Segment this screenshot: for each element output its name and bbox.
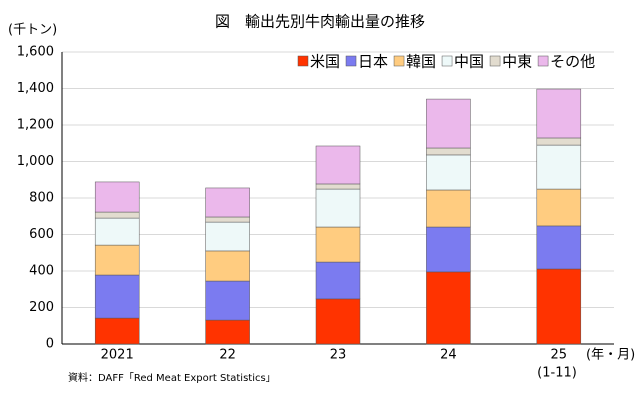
y-tick-label: 400: [29, 264, 54, 279]
bar-segment: [94, 217, 140, 246]
x-tick-label: 23: [330, 348, 347, 363]
bar-segment: [205, 250, 250, 282]
bar-segment: [315, 226, 361, 263]
x-tick-label: 24: [440, 348, 457, 363]
y-tick-label: 200: [29, 300, 54, 315]
legend-label: 米国: [310, 53, 340, 71]
y-tick-label: 1,600: [17, 45, 54, 60]
bar-segment: [315, 145, 361, 185]
bar-segment: [536, 188, 582, 227]
bar-segment: [426, 189, 471, 228]
bar-segment: [315, 183, 361, 190]
bar-segment: [536, 137, 582, 146]
legend-label: 韓国: [406, 53, 436, 71]
y-tick-label: 600: [29, 227, 54, 242]
bar-segment: [426, 154, 471, 191]
bar-segment: [205, 187, 250, 218]
x-tick-label: 2021: [101, 348, 134, 363]
x-tick-label: 22: [219, 348, 236, 363]
bar-segment: [426, 271, 471, 345]
bar-segment: [94, 317, 140, 345]
bar-segment: [536, 268, 582, 345]
legend-swatch: [489, 55, 501, 67]
bar-segment: [205, 319, 250, 345]
bar-segment: [536, 88, 582, 139]
y-tick-label: 1,400: [17, 81, 54, 96]
legend-label: 中東: [502, 53, 532, 71]
bar-segment: [94, 274, 140, 319]
source-note: 資料：DAFF「Red Meat Export Statistics」: [68, 371, 276, 384]
bar-segment: [94, 244, 140, 276]
bar-segment: [536, 144, 582, 190]
legend-label: 中国: [454, 53, 484, 71]
bar-segment: [426, 226, 471, 273]
bar-segment: [315, 188, 361, 228]
y-axis-label: (千トン): [8, 23, 57, 38]
bar-segment: [94, 181, 140, 213]
x-sublabel: (1-11): [537, 366, 577, 381]
bar-segment: [536, 225, 582, 270]
legend-swatch: [297, 55, 309, 67]
y-tick-label: 0: [46, 337, 54, 352]
legend-swatch: [537, 55, 549, 67]
legend-swatch: [441, 55, 453, 67]
bar-segment: [315, 298, 361, 345]
bar-segment: [205, 216, 250, 223]
y-tick-label: 800: [29, 191, 54, 206]
legend-label: その他: [550, 53, 595, 71]
x-axis-label: (年・月): [586, 348, 635, 363]
x-tick-label: 25: [551, 348, 568, 363]
bar-segment: [426, 98, 471, 149]
bar-segment: [205, 221, 250, 252]
legend-swatch: [393, 55, 405, 67]
y-tick-label: 1,200: [17, 118, 54, 133]
legend-label: 日本: [358, 53, 388, 71]
bar-segment: [94, 211, 140, 219]
chart-title: 図 輸出先別牛肉輸出量の推移: [215, 13, 425, 31]
bar-segment: [315, 261, 361, 300]
y-tick-label: 1,000: [17, 154, 54, 169]
bar-segment: [426, 147, 471, 156]
bar-segment: [205, 280, 250, 321]
legend-swatch: [345, 55, 357, 67]
